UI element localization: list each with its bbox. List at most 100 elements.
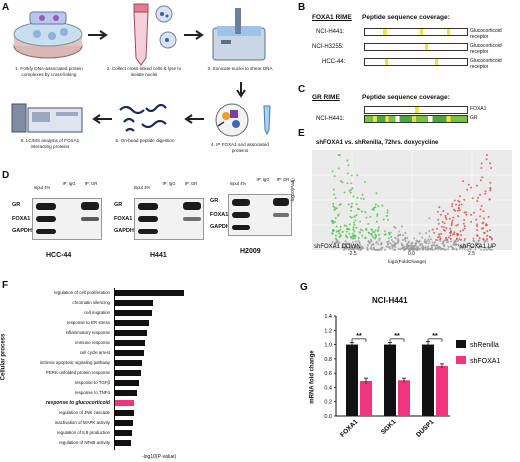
volcano-point <box>356 247 359 250</box>
volcano-point <box>397 235 399 238</box>
go-bar <box>115 310 152 316</box>
go-term-label: intrinsic apoptotic signaling pathway <box>39 360 110 365</box>
panel-c-title-right: Peptide sequence coverage: <box>362 94 450 101</box>
significance-label: ** <box>356 333 362 340</box>
category-label: SGK1 <box>380 418 398 436</box>
volcano-point <box>450 245 453 248</box>
volcano-point <box>388 237 390 240</box>
volcano-point <box>346 159 349 162</box>
blot-row-label: FOXA1 <box>210 212 229 218</box>
volcano-point <box>405 247 408 250</box>
volcano-point <box>486 230 489 233</box>
go-bar <box>115 380 139 386</box>
coverage-mark <box>415 107 419 113</box>
legend-label: shRenilla <box>470 342 499 349</box>
volcano-point <box>451 233 454 236</box>
volcano-point <box>333 175 336 178</box>
volcano-point <box>442 210 445 213</box>
volcano-point <box>426 245 429 248</box>
volcano-point <box>430 246 433 249</box>
volcano-point <box>348 242 351 245</box>
volcano-point <box>464 245 467 248</box>
volcano-point <box>452 216 455 219</box>
volcano-point <box>367 222 370 225</box>
volcano-point <box>365 216 368 219</box>
volcano-point <box>366 246 369 249</box>
volcano-point <box>476 223 479 226</box>
coverage-bar <box>364 43 468 51</box>
go-enrichment-chart: Cellular process regulation of cell prol… <box>0 280 296 462</box>
bar-shRenilla <box>422 344 434 416</box>
volcano-point <box>337 244 339 247</box>
volcano-point <box>450 231 453 234</box>
volcano-point <box>383 233 386 236</box>
volcano-point <box>453 248 456 251</box>
volcano-point <box>468 242 471 244</box>
volcano-point <box>351 232 354 235</box>
volcano-point <box>353 223 356 226</box>
volcano-point <box>488 198 491 201</box>
volcano-point <box>425 241 428 244</box>
volcano-point <box>463 238 466 240</box>
gr-coverage-bar <box>364 115 468 123</box>
volcano-point <box>470 213 473 216</box>
go-bar <box>115 400 135 406</box>
volcano-point <box>353 234 356 237</box>
volcano-point <box>489 162 491 165</box>
volcano-point <box>445 227 448 230</box>
volcano-point <box>431 249 434 251</box>
volcano-plot: shFOXA1 vs. shRenilla, 72hrs. doxycyclin… <box>290 128 520 278</box>
volcano-point <box>338 235 341 238</box>
volcano-point <box>447 236 450 239</box>
volcano-point <box>377 243 380 246</box>
volcano-point <box>475 241 478 244</box>
volcano-point <box>433 231 436 234</box>
volcano-point <box>442 229 445 231</box>
volcano-point <box>394 236 396 239</box>
legend-label: shFOXA1 <box>470 358 500 365</box>
volcano-point <box>421 245 424 247</box>
volcano-point <box>335 225 338 228</box>
volcano-point <box>361 234 364 237</box>
go-term-label: immune response <box>75 340 110 345</box>
volcano-point <box>459 238 462 241</box>
volcano-point <box>418 240 420 243</box>
volcano-point <box>393 244 396 246</box>
y-tick-label: 0.8 <box>324 357 332 363</box>
volcano-point <box>454 241 457 243</box>
volcano-point <box>389 242 392 245</box>
volcano-point <box>476 200 479 203</box>
go-term-label: response to TNFα <box>74 390 110 395</box>
volcano-point <box>439 213 442 216</box>
volcano-point <box>482 231 485 234</box>
volcano-point <box>377 228 380 231</box>
blot-row-label: GR <box>114 202 123 208</box>
volcano-point <box>465 213 468 216</box>
volcano-point <box>476 184 478 187</box>
volcano-point <box>457 215 460 218</box>
qpcr-bar-chart: NCI-H441 mRNA fold change 0.0 0.2 0.4 0.6 0.… <box>300 282 520 462</box>
volcano-point <box>424 248 427 251</box>
volcano-point <box>482 210 485 213</box>
volcano-point <box>489 189 492 192</box>
mass-spectrometer-illustration <box>11 103 83 133</box>
volcano-point <box>374 236 377 239</box>
tube-illustration <box>133 3 177 66</box>
volcano-point <box>425 232 428 234</box>
volcano-point <box>351 187 354 190</box>
volcano-point <box>461 247 464 250</box>
volcano-point <box>465 211 468 214</box>
volcano-point <box>457 244 460 247</box>
volcano-point <box>436 210 439 213</box>
go-term-label: inactivation of MAPK activity <box>54 420 110 425</box>
volcano-point <box>338 232 341 235</box>
volcano-point <box>469 247 471 250</box>
volcano-point <box>373 248 376 251</box>
volcano-point <box>431 228 434 231</box>
blot-row-label: GAPDH <box>12 228 32 234</box>
volcano-point <box>441 220 444 223</box>
chart-title: NCI-H441 <box>372 296 408 305</box>
volcano-point <box>437 218 440 221</box>
volcano-point <box>358 247 361 250</box>
volcano-point <box>486 238 488 241</box>
